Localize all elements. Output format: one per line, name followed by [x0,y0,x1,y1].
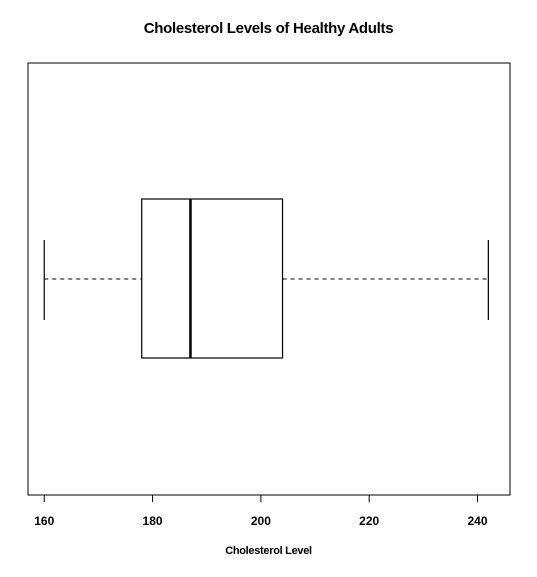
iqr-box [141,198,284,359]
boxplot-group [43,198,489,359]
x-tick-label: 160 [34,514,54,528]
x-tick-label: 200 [251,514,271,528]
x-axis: 160 180 200 220 240 [34,495,488,528]
x-tick-label: 220 [359,514,379,528]
x-tick-label: 240 [467,514,487,528]
plot-frame [27,62,511,496]
x-tick-label: 180 [143,514,163,528]
x-axis-label: Cholesterol Level [225,545,312,557]
chart-title: Cholesterol Levels of Healthy Adults [143,20,394,37]
